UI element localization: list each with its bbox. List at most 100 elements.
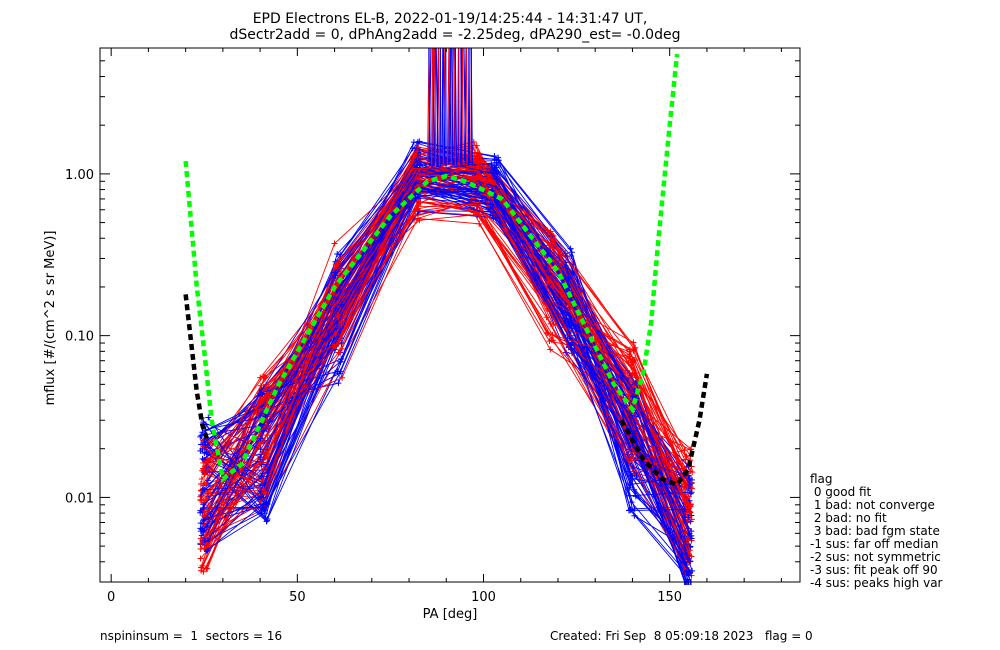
data-trace xyxy=(207,161,686,542)
x-tick-label: 150 xyxy=(657,590,682,605)
data-marker xyxy=(472,149,479,156)
data-marker xyxy=(414,152,421,159)
data-marker xyxy=(546,267,553,274)
data-marker xyxy=(493,159,500,166)
data-marker xyxy=(494,168,501,175)
data-trace xyxy=(205,202,688,538)
data-marker xyxy=(198,432,205,439)
saturated-trace xyxy=(468,47,471,164)
data-marker xyxy=(686,558,693,565)
data-marker xyxy=(205,502,212,509)
data-marker xyxy=(629,430,636,437)
data-marker xyxy=(683,453,690,460)
data-marker xyxy=(416,138,423,145)
data-marker xyxy=(338,318,345,325)
data-marker xyxy=(687,481,694,488)
data-trace xyxy=(204,161,689,540)
saturated-trace xyxy=(431,47,434,165)
green-fit-curve xyxy=(183,53,680,484)
data-marker xyxy=(332,269,339,276)
data-marker xyxy=(257,488,264,495)
data-marker xyxy=(493,176,500,183)
data-marker xyxy=(687,490,694,497)
data-marker xyxy=(491,156,498,163)
data-marker xyxy=(331,240,338,247)
data-trace xyxy=(205,186,688,552)
data-marker xyxy=(548,337,555,344)
saturated-trace xyxy=(465,47,468,164)
saturated-trace xyxy=(449,47,452,162)
data-trace xyxy=(203,176,687,464)
data-marker xyxy=(491,194,498,201)
data-marker xyxy=(490,165,497,172)
data-marker xyxy=(332,305,339,312)
data-marker xyxy=(629,412,636,419)
data-marker xyxy=(257,440,264,447)
data-marker xyxy=(416,217,423,224)
data-marker xyxy=(547,346,554,353)
data-marker xyxy=(474,150,481,157)
data-marker xyxy=(201,471,208,478)
data-marker xyxy=(562,262,569,269)
y-tick-label: 0.10 xyxy=(65,330,94,345)
x-tick-label: 100 xyxy=(471,590,496,605)
data-trace xyxy=(204,188,689,491)
legend-item: 2 bad: no fit xyxy=(810,511,887,525)
data-trace xyxy=(203,166,685,484)
data-marker xyxy=(686,502,693,509)
data-marker xyxy=(198,532,205,539)
data-marker xyxy=(475,211,482,218)
saturated-trace xyxy=(454,47,456,166)
data-marker xyxy=(200,480,207,487)
data-marker xyxy=(204,466,211,473)
data-marker xyxy=(631,486,638,493)
data-marker xyxy=(199,486,206,493)
data-marker xyxy=(476,158,483,165)
data-marker xyxy=(626,348,633,355)
data-marker xyxy=(631,345,638,352)
data-marker xyxy=(414,148,421,155)
data-marker xyxy=(201,537,208,544)
data-marker xyxy=(200,465,207,472)
data-marker xyxy=(258,473,265,480)
saturated-trace xyxy=(470,47,473,165)
saturated-trace xyxy=(428,47,431,166)
data-marker xyxy=(204,547,211,554)
fit-curves-layer xyxy=(183,53,710,488)
data-trace xyxy=(206,188,690,577)
data-trace xyxy=(201,145,688,490)
data-trace xyxy=(205,165,690,538)
data-marker xyxy=(261,510,268,517)
data-marker xyxy=(262,454,269,461)
data-lines-layer xyxy=(197,47,696,585)
data-marker xyxy=(489,212,496,219)
data-marker xyxy=(201,506,208,513)
data-marker xyxy=(495,154,502,161)
data-trace xyxy=(206,180,692,532)
data-marker xyxy=(686,547,693,554)
data-marker xyxy=(334,250,341,257)
data-marker xyxy=(260,501,267,508)
data-marker xyxy=(628,506,635,513)
data-marker xyxy=(685,505,692,512)
data-marker xyxy=(410,139,417,146)
data-marker xyxy=(686,493,693,500)
black-fit-curve xyxy=(183,294,211,443)
data-marker xyxy=(566,322,573,329)
data-marker xyxy=(475,163,482,170)
saturated-trace xyxy=(463,47,467,165)
data-marker xyxy=(629,393,636,400)
data-trace xyxy=(200,185,691,573)
data-marker xyxy=(201,512,208,519)
data-marker xyxy=(632,493,639,500)
data-marker xyxy=(473,142,480,149)
data-marker xyxy=(685,572,692,579)
saturated-trace xyxy=(441,47,444,164)
data-marker xyxy=(491,162,498,169)
data-marker xyxy=(688,489,695,496)
data-marker xyxy=(547,320,554,327)
footer-created: Created: Fri Sep 8 05:09:18 2023 flag = … xyxy=(550,629,813,643)
data-marker xyxy=(199,455,206,462)
data-marker xyxy=(548,236,555,243)
